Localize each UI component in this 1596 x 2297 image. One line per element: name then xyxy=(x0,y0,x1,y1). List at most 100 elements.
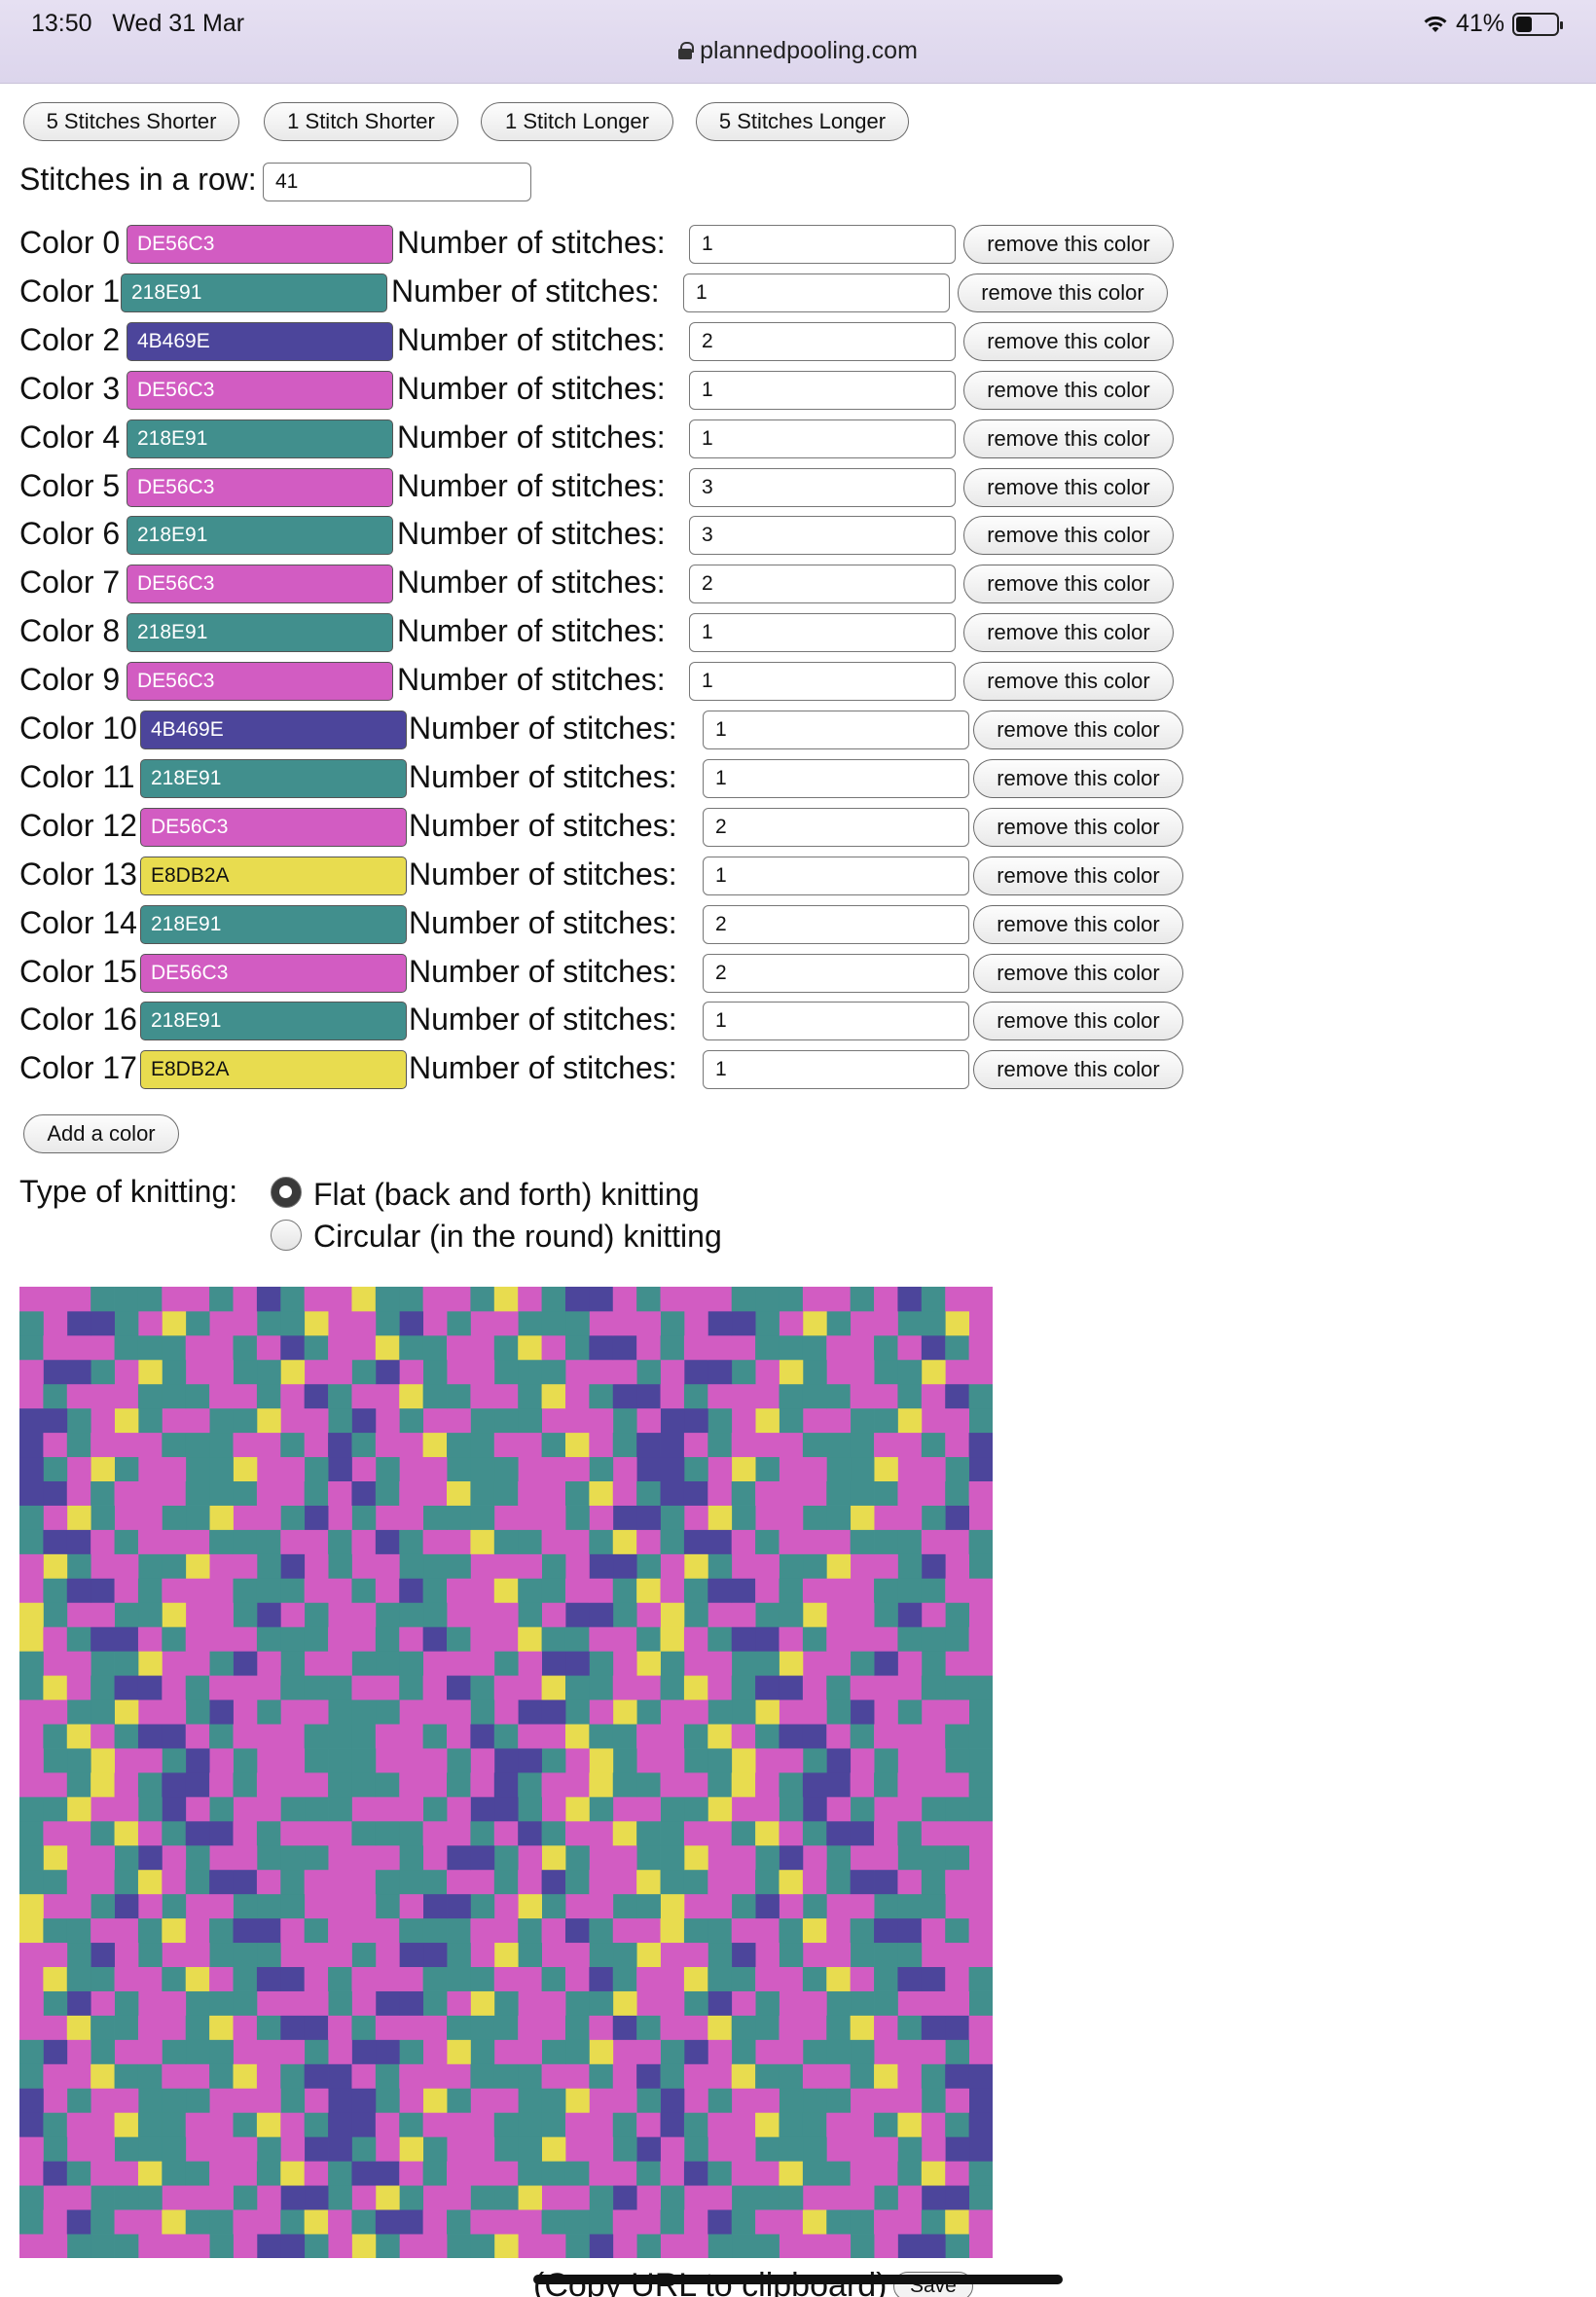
circular-knitting-label[interactable]: Circular (in the round) knitting xyxy=(313,1219,722,1254)
number-of-stitches-input[interactable]: 1 xyxy=(683,273,950,312)
stitch-cell xyxy=(280,1359,306,1385)
remove-color-button[interactable]: remove this color xyxy=(973,1050,1183,1089)
color-hex-input[interactable]: 218E91 xyxy=(127,419,393,458)
stitches-in-row-input[interactable]: 41 xyxy=(263,163,531,201)
number-of-stitches-input[interactable]: 2 xyxy=(689,565,956,603)
stitch-cell xyxy=(874,1578,898,1603)
add-color-button[interactable]: Add a color xyxy=(23,1114,179,1153)
stitch-cell xyxy=(945,1724,970,1749)
number-of-stitches-input[interactable]: 2 xyxy=(703,954,969,993)
stitch-cell xyxy=(731,2209,756,2235)
number-of-stitches-input[interactable]: 3 xyxy=(689,468,956,507)
stitch-cell xyxy=(826,2039,852,2064)
flat-knitting-radio[interactable] xyxy=(271,1177,302,1208)
remove-color-button[interactable]: remove this color xyxy=(963,565,1174,603)
remove-color-button[interactable]: remove this color xyxy=(973,954,1183,993)
stitch-cell xyxy=(162,1529,187,1554)
remove-color-button[interactable]: remove this color xyxy=(963,419,1174,458)
stitch-cell xyxy=(921,2161,946,2186)
stitch-cell xyxy=(351,1820,377,1846)
number-of-stitches-input[interactable]: 1 xyxy=(689,662,956,701)
stitch-cell xyxy=(731,1407,756,1434)
remove-color-button[interactable]: remove this color xyxy=(973,857,1183,895)
number-of-stitches-input[interactable]: 3 xyxy=(689,516,956,555)
number-of-stitches-input[interactable]: 1 xyxy=(689,419,956,458)
stitch-cell xyxy=(541,2112,566,2137)
remove-color-button[interactable]: remove this color xyxy=(973,905,1183,944)
remove-color-button[interactable]: remove this color xyxy=(973,759,1183,798)
stitch-cell xyxy=(328,1359,352,1385)
stitch-cell xyxy=(564,1287,590,1312)
color-hex-input[interactable]: DE56C3 xyxy=(140,954,407,993)
number-of-stitches-input[interactable]: 1 xyxy=(703,1050,969,1089)
stitch-cell xyxy=(731,1505,756,1530)
remove-color-button[interactable]: remove this color xyxy=(963,322,1174,361)
stitch-cell xyxy=(874,2136,898,2162)
color-hex-input[interactable]: 4B469E xyxy=(127,322,393,361)
remove-color-button[interactable]: remove this color xyxy=(963,371,1174,410)
stitch-cell xyxy=(707,1990,733,2016)
number-of-stitches-input[interactable]: 1 xyxy=(703,711,969,749)
stitch-cell xyxy=(399,2136,424,2162)
color-hex-input[interactable]: DE56C3 xyxy=(127,565,393,603)
remove-color-button[interactable]: remove this color xyxy=(958,273,1168,312)
address-bar[interactable]: plannedpooling.com xyxy=(0,37,1596,65)
stitch-cell xyxy=(826,1334,852,1361)
flat-knitting-label[interactable]: Flat (back and forth) knitting xyxy=(313,1177,700,1212)
stitch-cell xyxy=(541,2185,566,2210)
remove-color-button[interactable]: remove this color xyxy=(963,468,1174,507)
color-hex-input[interactable]: DE56C3 xyxy=(127,662,393,701)
stitch-cell xyxy=(541,1310,566,1336)
number-of-stitches-input[interactable]: 1 xyxy=(703,857,969,895)
number-of-stitches-input[interactable]: 2 xyxy=(703,905,969,944)
number-of-stitches-input[interactable]: 1 xyxy=(689,371,956,410)
color-hex-input[interactable]: DE56C3 xyxy=(127,468,393,507)
circular-knitting-radio[interactable] xyxy=(271,1220,302,1251)
color-hex-input[interactable]: DE56C3 xyxy=(127,225,393,264)
number-of-stitches-input[interactable]: 2 xyxy=(689,322,956,361)
five-stitches-shorter-button[interactable]: 5 Stitches Shorter xyxy=(23,102,239,141)
color-hex-input[interactable]: 218E91 xyxy=(140,759,407,798)
stitch-cell xyxy=(636,2039,661,2064)
five-stitches-longer-button[interactable]: 5 Stitches Longer xyxy=(696,102,909,141)
stitch-cell xyxy=(874,1917,898,1944)
color-hex-input[interactable]: 218E91 xyxy=(140,1002,407,1040)
stitch-cell xyxy=(826,1578,852,1603)
one-stitch-longer-button[interactable]: 1 Stitch Longer xyxy=(481,102,673,141)
one-stitch-shorter-button[interactable]: 1 Stitch Shorter xyxy=(264,102,458,141)
number-of-stitches-input[interactable]: 1 xyxy=(703,1002,969,1040)
color-hex-input[interactable]: DE56C3 xyxy=(140,808,407,847)
number-of-stitches-input[interactable]: 1 xyxy=(689,613,956,652)
remove-color-button[interactable]: remove this color xyxy=(963,516,1174,555)
stitch-cell xyxy=(945,1407,970,1434)
stitch-cell xyxy=(470,1287,495,1312)
color-hex-input[interactable]: E8DB2A xyxy=(140,857,407,895)
remove-color-button[interactable]: remove this color xyxy=(973,711,1183,749)
color-hex-input[interactable]: 218E91 xyxy=(121,273,387,312)
number-of-stitches-input[interactable]: 1 xyxy=(703,759,969,798)
number-of-stitches-input[interactable]: 2 xyxy=(703,808,969,847)
remove-color-button[interactable]: remove this color xyxy=(973,1002,1183,1040)
color-hex-input[interactable]: DE56C3 xyxy=(127,371,393,410)
stitch-cell xyxy=(422,1966,448,1991)
stitch-cell xyxy=(209,1383,234,1409)
remove-color-button[interactable]: remove this color xyxy=(963,613,1174,652)
stitch-cell xyxy=(683,1553,708,1579)
remove-color-button[interactable]: remove this color xyxy=(963,225,1174,264)
color-hex-input[interactable]: 218E91 xyxy=(127,613,393,652)
stitch-cell xyxy=(850,1456,875,1481)
stitch-cell xyxy=(233,1626,258,1652)
stitch-cell xyxy=(233,2039,258,2064)
stitch-cell xyxy=(850,2015,875,2040)
remove-color-button[interactable]: remove this color xyxy=(963,662,1174,701)
stitch-cell xyxy=(43,2209,68,2235)
color-hex-input[interactable]: 218E91 xyxy=(127,516,393,555)
color-hex-input[interactable]: 218E91 xyxy=(140,905,407,944)
stitch-cell xyxy=(612,2039,637,2064)
number-of-stitches-input[interactable]: 1 xyxy=(689,225,956,264)
color-hex-input[interactable]: 4B469E xyxy=(140,711,407,749)
remove-color-button[interactable]: remove this color xyxy=(973,808,1183,847)
stitch-cell xyxy=(921,1844,946,1871)
color-hex-input[interactable]: E8DB2A xyxy=(140,1050,407,1089)
stitch-cell xyxy=(612,1407,637,1434)
